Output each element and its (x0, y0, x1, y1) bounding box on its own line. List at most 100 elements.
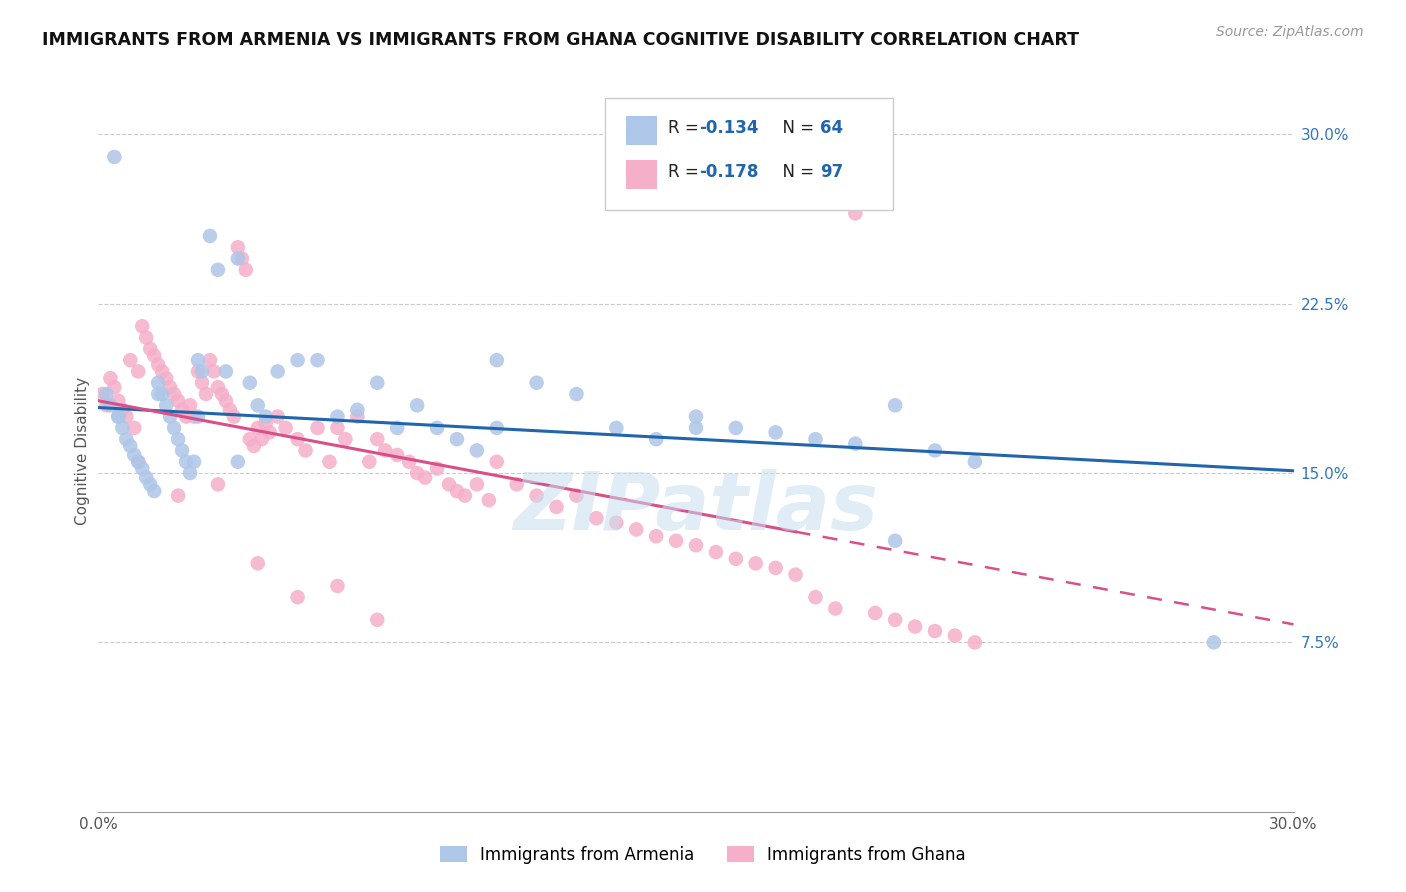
Point (124, 448, 146, 462)
Point (307, 421, 329, 435)
Point (226, 252, 249, 266)
Point (844, 206, 866, 220)
Point (1202, 635, 1225, 649)
Point (904, 619, 927, 633)
Point (413, 470, 436, 484)
Point (963, 635, 986, 649)
Point (148, 376, 170, 390)
Point (724, 421, 747, 435)
Point (167, 489, 190, 503)
Point (437, 477, 460, 491)
Point (665, 533, 688, 548)
Point (426, 461, 449, 475)
Point (115, 409, 138, 424)
Point (207, 380, 229, 394)
Point (111, 421, 134, 435)
Point (765, 425, 787, 440)
Point (202, 364, 225, 378)
Point (865, 606, 887, 620)
Point (159, 380, 181, 394)
Point (131, 319, 153, 334)
Point (250, 432, 273, 446)
Point (318, 455, 340, 469)
Point (127, 455, 149, 469)
Point (346, 402, 368, 417)
Point (179, 398, 201, 412)
Point (645, 432, 668, 446)
Point (465, 443, 488, 458)
Point (943, 629, 966, 643)
Text: R =: R = (668, 119, 704, 136)
Point (359, 455, 381, 469)
Point (685, 409, 707, 424)
Point (183, 409, 205, 424)
Point (307, 353, 329, 368)
Point (446, 432, 468, 446)
Point (884, 613, 907, 627)
Point (135, 330, 157, 344)
Point (207, 477, 229, 491)
Point (127, 364, 149, 378)
Point (167, 432, 190, 446)
Point (963, 455, 986, 469)
Point (246, 398, 269, 412)
Text: ZIPatlas: ZIPatlas (513, 469, 879, 548)
Point (107, 393, 129, 408)
Point (183, 455, 205, 469)
Point (406, 466, 429, 480)
Text: R =: R = (668, 163, 704, 181)
Point (605, 421, 627, 435)
Point (585, 511, 607, 525)
Point (195, 387, 218, 401)
Point (187, 353, 209, 368)
Point (804, 591, 827, 605)
Point (254, 417, 277, 431)
Point (294, 443, 316, 458)
Point (150, 364, 173, 378)
Point (326, 579, 349, 593)
Point (148, 387, 170, 401)
Text: N =: N = (772, 119, 820, 136)
Point (211, 387, 233, 401)
Point (924, 624, 946, 639)
Point (685, 421, 707, 435)
Point (259, 425, 281, 440)
Point (287, 591, 309, 605)
Point (287, 432, 309, 446)
Point (326, 421, 349, 435)
Point (406, 398, 429, 412)
Point (485, 421, 508, 435)
Point (96, 398, 118, 412)
Point (366, 376, 388, 390)
Point (884, 533, 907, 548)
Text: N =: N = (772, 163, 820, 181)
Point (98, 398, 122, 412)
Point (844, 436, 866, 450)
Point (506, 477, 529, 491)
Point (198, 229, 221, 244)
Point (235, 262, 257, 277)
Point (148, 358, 170, 372)
Point (207, 262, 229, 277)
Point (385, 421, 409, 435)
Point (924, 443, 946, 458)
Point (150, 387, 173, 401)
Point (239, 432, 262, 446)
Point (163, 387, 186, 401)
Point (226, 455, 249, 469)
Point (239, 376, 262, 390)
Point (172, 443, 194, 458)
Point (335, 432, 357, 446)
Point (120, 353, 142, 368)
Point (127, 455, 149, 469)
Point (191, 364, 214, 378)
Point (526, 376, 548, 390)
Point (824, 601, 846, 615)
Point (219, 402, 242, 417)
Point (143, 484, 166, 499)
Point (174, 409, 197, 424)
Point (107, 409, 129, 424)
Point (198, 353, 221, 368)
Point (124, 421, 146, 435)
Point (724, 551, 747, 566)
